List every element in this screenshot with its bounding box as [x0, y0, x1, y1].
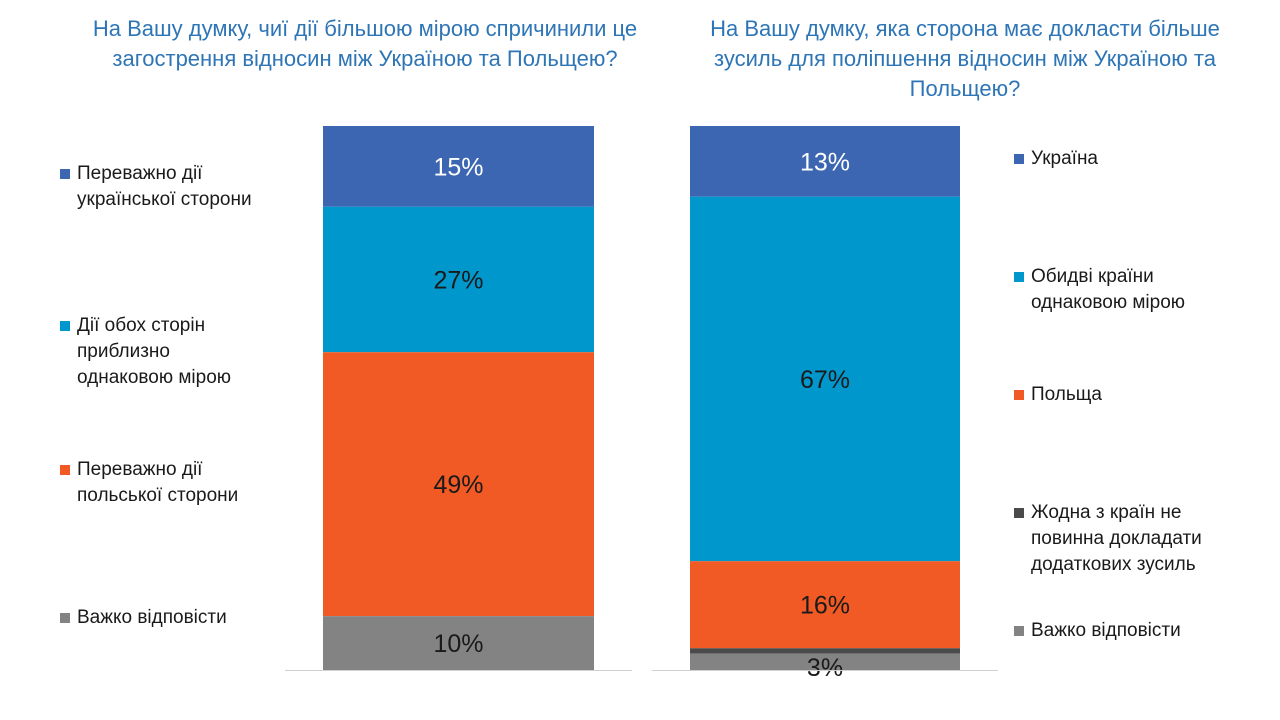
legend-label: Обидві країни однаковою мірою [1031, 266, 1186, 313]
legend-right-item-3: Польща [1014, 382, 1244, 408]
bar-segment-1-4 [323, 616, 594, 670]
legend-left-item-4: Важко відповісти [60, 605, 270, 631]
legend-swatch [1014, 272, 1024, 282]
legend-label: Переважно дії польської сторони [77, 459, 239, 506]
legend-swatch [1014, 154, 1024, 164]
legend-right-item-1: Україна [1014, 146, 1244, 172]
legend-label: Переважно дії української сторони [77, 163, 252, 210]
legend-right-item-5: Важко відповісти [1014, 618, 1244, 644]
bar-segment-1-1 [323, 126, 594, 207]
bar-data-label-2-2: 67% [800, 366, 850, 394]
legend-label: Україна [1031, 148, 1099, 169]
legend-swatch [60, 169, 70, 179]
legend-left-item-1: Переважно дії української сторони [60, 161, 270, 213]
legend-right-item-4: Жодна з країн не повинна докладати додат… [1014, 500, 1234, 578]
bar-data-label-2-3: 16% [800, 592, 850, 620]
legend-swatch [1014, 508, 1024, 518]
bar-data-label-1-3: 49% [433, 471, 483, 499]
legend-swatch [1014, 390, 1024, 400]
bar-data-label-1-4: 10% [433, 630, 483, 658]
chart-title-right: На Вашу думку, яка сторона має докласти … [710, 16, 1220, 101]
legend-label: Польща [1031, 384, 1102, 405]
bar-segment-1-2 [323, 206, 594, 353]
bar-data-label-2-5: 3% [807, 654, 843, 682]
bar-segment-2-2 [690, 196, 960, 562]
bar-segment-2-5 [690, 653, 960, 670]
bar-segment-2-1 [690, 126, 960, 197]
legend-label: Жодна з країн не повинна докладати додат… [1031, 502, 1202, 575]
legend-swatch [60, 465, 70, 475]
bar-segment-2-4 [690, 648, 960, 654]
legend-label: Важко відповісти [77, 607, 227, 628]
legend-label: Важко відповісти [1031, 620, 1181, 641]
legend-label: Дії обох сторін приблизно однаковою міро… [77, 315, 232, 388]
legend-swatch [60, 613, 70, 623]
bar-segment-2-3 [690, 561, 960, 649]
legend-left-item-3: Переважно дії польської сторони [60, 457, 270, 509]
bar-data-label-1-2: 27% [433, 267, 483, 295]
legend-swatch [1014, 626, 1024, 636]
legend-left-item-2: Дії обох сторін приблизно однаковою міро… [60, 313, 270, 391]
bar-data-label-2-1: 13% [800, 148, 850, 176]
chart-title-left: На Вашу думку, чиї дії більшою мірою спр… [92, 16, 638, 71]
legend-right-item-2: Обидві країни однаковою мірою [1014, 264, 1214, 316]
bar-segment-1-3 [323, 352, 594, 617]
legend-swatch [60, 321, 70, 331]
bar-data-label-1-1: 15% [433, 153, 483, 181]
